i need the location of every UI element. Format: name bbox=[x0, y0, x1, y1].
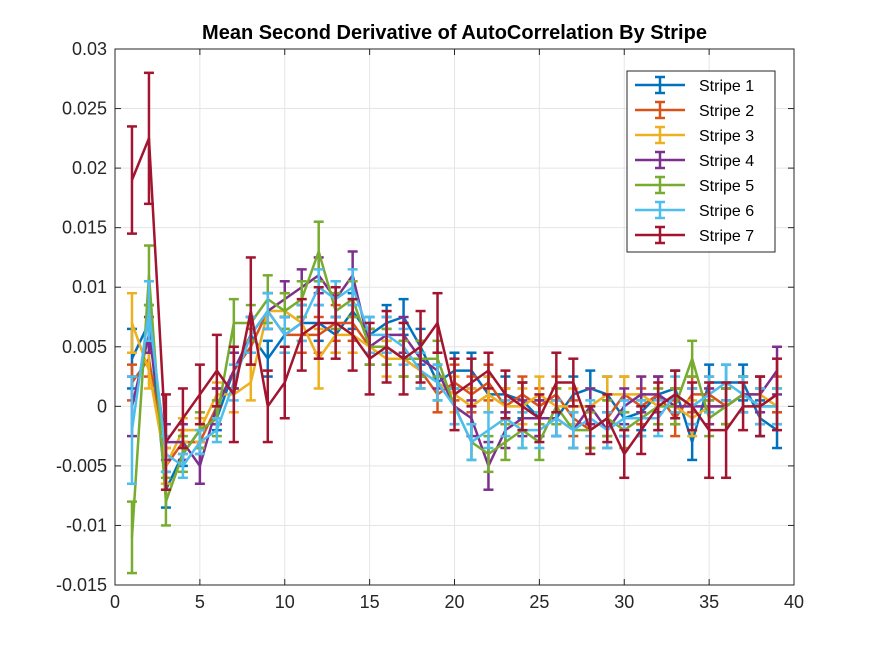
error-bar bbox=[483, 411, 494, 450]
legend-item: Stripe 1 bbox=[635, 75, 754, 95]
series-layer bbox=[126, 71, 783, 575]
error-bar bbox=[177, 452, 188, 480]
legend-label: Stripe 4 bbox=[699, 153, 754, 170]
legend-label: Stripe 2 bbox=[699, 103, 754, 120]
legend-item: Stripe 5 bbox=[635, 175, 754, 195]
x-tick-label: 0 bbox=[110, 592, 120, 612]
error-bar bbox=[585, 405, 596, 456]
error-bar bbox=[619, 428, 630, 480]
error-bar bbox=[534, 393, 545, 444]
error-bar bbox=[143, 71, 154, 206]
error-bar bbox=[211, 416, 222, 444]
error-bar bbox=[551, 351, 562, 414]
legend-item: Stripe 2 bbox=[635, 100, 754, 120]
error-bar bbox=[636, 405, 647, 456]
error-bar bbox=[296, 297, 307, 372]
error-bar bbox=[262, 291, 273, 331]
y-tick-label: 0 bbox=[97, 396, 107, 416]
error-bar bbox=[347, 297, 358, 372]
legend-box bbox=[626, 70, 776, 253]
error-bar bbox=[687, 381, 698, 432]
error-bar bbox=[398, 321, 409, 396]
legend-item: Stripe 3 bbox=[635, 125, 754, 145]
y-tick-label: -0.015 bbox=[56, 575, 107, 595]
legend-label: Stripe 7 bbox=[699, 228, 754, 245]
error-bar bbox=[228, 345, 239, 444]
error-bar bbox=[466, 422, 477, 462]
error-bar bbox=[432, 363, 443, 402]
error-bar bbox=[568, 411, 579, 450]
error-bar bbox=[177, 387, 188, 450]
error-bar bbox=[449, 357, 460, 432]
x-tick-label: 15 bbox=[360, 592, 380, 612]
error-bar bbox=[670, 369, 681, 420]
error-bar bbox=[704, 381, 715, 480]
error-bar bbox=[415, 309, 426, 384]
error-bar bbox=[687, 339, 698, 378]
error-bar bbox=[194, 363, 205, 426]
error-bar bbox=[517, 381, 528, 432]
error-bar bbox=[772, 357, 783, 432]
error-bar bbox=[211, 333, 222, 408]
legend-item: Stripe 4 bbox=[635, 150, 754, 170]
x-tick-label: 35 bbox=[699, 592, 719, 612]
error-bar bbox=[466, 357, 477, 408]
y-tick-label: 0.01 bbox=[72, 277, 107, 297]
error-bar bbox=[126, 125, 137, 235]
legend-item: Stripe 7 bbox=[635, 225, 754, 245]
legend-label: Stripe 1 bbox=[699, 78, 754, 95]
y-tick-label: 0.03 bbox=[72, 39, 107, 59]
chart-title: Mean Second Derivative of AutoCorrelatio… bbox=[202, 22, 707, 44]
series-7 bbox=[126, 71, 783, 491]
error-bar bbox=[483, 351, 494, 390]
error-bar bbox=[313, 285, 324, 360]
error-bar bbox=[126, 375, 137, 486]
legend: Stripe 1 Stripe 2 Stripe 3 Stripe 4 Stripe 5… bbox=[626, 70, 776, 253]
error-bar bbox=[364, 321, 375, 396]
error-bar bbox=[194, 428, 205, 456]
x-tick-label: 25 bbox=[529, 592, 549, 612]
error-bar bbox=[126, 500, 137, 575]
x-tick-label: 5 bbox=[195, 592, 205, 612]
error-bar bbox=[721, 381, 732, 480]
error-bar bbox=[126, 291, 137, 354]
y-tick-label: -0.005 bbox=[56, 456, 107, 476]
x-tick-label: 30 bbox=[614, 592, 634, 612]
error-bar bbox=[432, 291, 443, 354]
legend-label: Stripe 3 bbox=[699, 128, 754, 145]
error-bar bbox=[381, 309, 392, 384]
error-bar bbox=[262, 369, 273, 444]
y-tick-label: 0.025 bbox=[62, 99, 107, 119]
legend-item: Stripe 6 bbox=[635, 200, 754, 220]
error-bar bbox=[160, 393, 171, 491]
y-tick-label: -0.01 bbox=[66, 515, 107, 535]
x-tick-label: 20 bbox=[444, 592, 464, 612]
x-tick-label: 40 bbox=[784, 592, 804, 612]
error-bar bbox=[279, 345, 290, 420]
error-bar bbox=[245, 256, 256, 366]
error-bar bbox=[653, 381, 664, 432]
error-bar bbox=[568, 357, 579, 408]
error-bar bbox=[755, 375, 766, 438]
y-tick-label: 0.005 bbox=[62, 337, 107, 357]
legend-label: Stripe 5 bbox=[699, 178, 754, 195]
y-tick-label: 0.02 bbox=[72, 158, 107, 178]
axis-ticks: 0 5 10 15 20 25 30 35 40 -0.015 -0.01 -0.005 0 0.005 0… bbox=[56, 39, 804, 612]
error-bar bbox=[500, 369, 511, 420]
x-tick-label: 10 bbox=[275, 592, 295, 612]
error-bar bbox=[143, 280, 154, 343]
legend-label: Stripe 6 bbox=[699, 203, 754, 220]
error-bar bbox=[330, 285, 341, 360]
y-tick-label: 0.015 bbox=[62, 218, 107, 238]
error-bar bbox=[738, 381, 749, 432]
error-bar bbox=[602, 393, 613, 444]
